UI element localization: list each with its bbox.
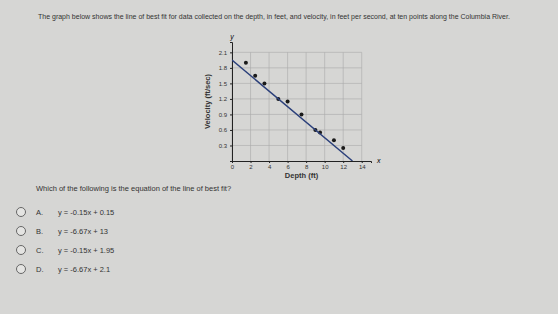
tick-label: 1.2	[219, 96, 228, 102]
axis-symbol: y	[229, 33, 234, 41]
x-axis: 0 2 4 6 8 10 12 14	[231, 161, 372, 170]
tick: 0.9	[219, 112, 232, 118]
tick-label: 14	[359, 164, 366, 170]
choice[interactable]: D.y = -6.67x + 2.1	[16, 264, 110, 274]
radio-button[interactable]	[16, 264, 26, 274]
tick-mark	[325, 161, 326, 163]
data-point	[244, 61, 248, 65]
choice-text: y = -6.67x + 13	[58, 227, 108, 236]
choice-text: y = -0.15x + 0.15	[58, 208, 114, 217]
choice-letter: C.	[36, 246, 58, 255]
tick: 0	[231, 161, 235, 170]
tick: 2	[249, 161, 253, 170]
grid-line	[306, 52, 307, 161]
x-axis-title: Depth (ft)	[285, 171, 319, 180]
tick: 0.3	[219, 143, 232, 149]
tick: 14	[359, 161, 366, 170]
data-point	[332, 138, 336, 142]
grid-line	[269, 52, 270, 161]
tick: 12	[340, 161, 347, 170]
tick-label: 0	[231, 164, 235, 170]
question-text: Which of the following is the equation o…	[36, 184, 231, 193]
radio-button[interactable]	[16, 245, 26, 255]
tick: 10	[322, 161, 329, 170]
grid-line	[232, 145, 362, 146]
tick: 1.5	[219, 81, 232, 87]
axis-symbol: x	[376, 157, 381, 164]
tick-mark	[230, 130, 232, 131]
tick-label: 1.8	[219, 65, 228, 71]
radio-button[interactable]	[16, 207, 26, 217]
data-point	[286, 100, 290, 104]
tick-label: 6	[286, 164, 290, 170]
choice-letter: A.	[36, 208, 58, 217]
tick-label: 10	[322, 164, 329, 170]
tick: 2.1	[219, 50, 232, 56]
tick-label: 0.3	[219, 143, 228, 149]
data-point	[300, 112, 304, 116]
axis-line	[233, 162, 372, 164]
tick: 8	[305, 161, 309, 170]
tick-mark	[230, 99, 232, 100]
tick-mark	[306, 161, 307, 163]
tick-label: 8	[305, 164, 309, 170]
radio-button[interactable]	[16, 226, 26, 236]
data-point	[253, 74, 257, 78]
tick-label: 2	[249, 164, 253, 170]
tick-mark	[362, 161, 363, 163]
tick-label: 0.9	[219, 112, 228, 118]
tick-mark	[251, 161, 252, 163]
tick-mark	[343, 161, 344, 163]
plot-area	[232, 60, 352, 161]
y-axis-title: Velocity (ft/sec)	[203, 73, 212, 129]
tick-mark	[288, 161, 289, 163]
tick: 1.8	[219, 65, 232, 71]
y-axis: 0.3 0.6 0.9 1.2 1.5 1.8 2.1	[219, 43, 233, 162]
intro-text: The graph below shows the line of best f…	[38, 12, 543, 22]
grid-line	[361, 52, 362, 161]
choice-text: y = -6.67x + 2.1	[58, 265, 110, 274]
tick-mark	[230, 114, 232, 115]
tick-mark	[230, 68, 232, 69]
tick: 4	[268, 161, 272, 170]
tick: 1.2	[219, 96, 232, 102]
tick-mark	[230, 52, 232, 53]
tick-mark	[230, 83, 232, 84]
tick: 0.6	[219, 127, 232, 133]
grid-line	[343, 52, 344, 161]
grid-line	[250, 52, 251, 161]
choice-letter: D.	[36, 265, 58, 274]
tick-label: 2.1	[219, 50, 228, 56]
grid-line	[232, 129, 362, 130]
data-point	[262, 81, 266, 85]
choice[interactable]: B.y = -6.67x + 13	[16, 226, 108, 236]
tick-label: 4	[268, 164, 272, 170]
best-fit-line	[232, 60, 352, 161]
tick-label: 12	[340, 164, 347, 170]
tick: 6	[286, 161, 290, 170]
choice[interactable]: C.y = -0.15x + 1.95	[16, 245, 114, 255]
grid	[232, 52, 362, 161]
tick-label: 0.6	[219, 127, 228, 133]
grid-line	[232, 67, 362, 68]
choice[interactable]: A.y = -0.15x + 0.15	[16, 207, 114, 217]
choice-text: y = -0.15x + 1.95	[58, 246, 114, 255]
tick-mark	[230, 145, 232, 146]
choice-letter: B.	[36, 227, 58, 236]
tick-mark	[269, 161, 270, 163]
grid-line	[232, 98, 362, 99]
grid-line	[324, 52, 325, 161]
data-point	[341, 146, 345, 150]
tick-label: 1.5	[219, 81, 228, 87]
grid-line	[232, 83, 362, 84]
grid-line	[232, 52, 362, 53]
